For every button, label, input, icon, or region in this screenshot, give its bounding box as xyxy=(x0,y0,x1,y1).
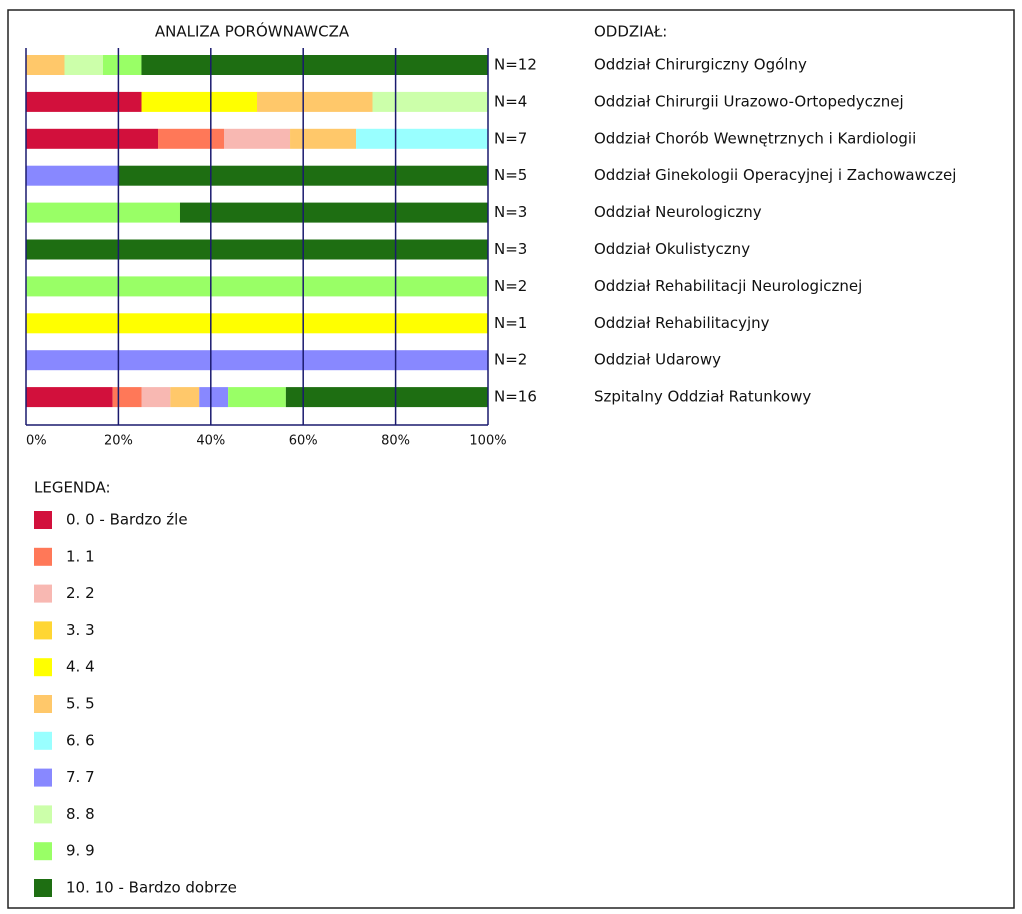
bar-segment xyxy=(141,91,257,112)
legend-swatch xyxy=(34,842,52,861)
legend-label: 9. 9 xyxy=(66,842,95,860)
bar-segment xyxy=(170,387,200,408)
chart-title: ANALIZA PORÓWNAWCZA xyxy=(155,22,350,41)
bar-segment xyxy=(228,387,286,408)
category-label: Oddział Chorób Wewnętrznych i Kardiologi… xyxy=(594,129,916,147)
category-label: Oddział Rehabilitacji Neurologicznej xyxy=(594,277,862,295)
x-tick-label: 100% xyxy=(469,434,506,449)
bar-segment xyxy=(26,91,142,112)
legend-swatch xyxy=(34,547,52,566)
bar-segment xyxy=(26,313,488,334)
legend-label: 3. 3 xyxy=(66,621,95,639)
bar-segment xyxy=(356,128,489,149)
bar-segment xyxy=(26,165,119,186)
legend-swatch xyxy=(34,621,52,640)
n-label: N=3 xyxy=(494,203,527,221)
legend-swatch xyxy=(34,658,52,677)
bar-segment xyxy=(224,128,291,149)
legend-label: 5. 5 xyxy=(66,695,95,713)
bar-segment xyxy=(179,202,488,223)
x-tick-label: 20% xyxy=(104,434,133,449)
category-label: Oddział Neurologiczny xyxy=(594,203,762,221)
category-label: Oddział Rehabilitacyjny xyxy=(594,314,770,332)
legend-label: 1. 1 xyxy=(66,547,95,565)
x-tick-label: 60% xyxy=(289,434,318,449)
bar-segment xyxy=(290,128,357,149)
bar-segment xyxy=(102,55,142,75)
bar-segment xyxy=(141,55,488,75)
legend-swatch xyxy=(34,584,52,603)
category-label: Szpitalny Oddział Ratunkowy xyxy=(594,388,811,406)
legend-label: 6. 6 xyxy=(66,731,95,749)
n-label: N=16 xyxy=(494,388,537,406)
n-label: N=3 xyxy=(494,240,527,258)
category-label: Oddział Chirurgii Urazowo-Ortopedycznej xyxy=(594,92,904,110)
legend-swatch xyxy=(34,768,52,787)
legend-label: 0. 0 - Bardzo źle xyxy=(66,511,188,529)
n-label: N=4 xyxy=(494,92,527,110)
bar-segment xyxy=(26,202,180,223)
bar-segment xyxy=(285,387,488,408)
n-label: N=5 xyxy=(494,166,527,184)
legend-swatch xyxy=(34,695,52,713)
bar-segment xyxy=(26,55,65,75)
category-label: Oddział Okulistyczny xyxy=(594,240,750,258)
bar-segment xyxy=(141,387,171,408)
bar-segment xyxy=(26,350,488,371)
bar-segment xyxy=(112,387,142,408)
x-tick-label: 0% xyxy=(26,434,47,449)
legend-label: 7. 7 xyxy=(66,768,95,786)
legend-swatch xyxy=(34,805,52,824)
n-label: N=2 xyxy=(494,277,527,295)
legend-swatch xyxy=(34,511,52,529)
x-tick-label: 80% xyxy=(381,434,410,449)
legend-swatch xyxy=(34,879,52,897)
legend-label: 10. 10 - Bardzo dobrze xyxy=(66,879,237,897)
n-label: N=2 xyxy=(494,351,527,369)
legend-label: 4. 4 xyxy=(66,658,95,676)
category-label: Oddział Chirurgiczny Ogólny xyxy=(594,56,807,74)
n-label: N=1 xyxy=(494,314,527,332)
legend-swatch xyxy=(34,731,52,750)
frame xyxy=(7,9,1015,909)
x-tick-label: 40% xyxy=(196,434,225,449)
bar-segment xyxy=(372,91,488,112)
category-label: Oddział Udarowy xyxy=(594,351,721,369)
bar-segment xyxy=(64,55,103,75)
category-label: Oddział Ginekologii Operacyjnej i Zachow… xyxy=(594,166,956,184)
n-label: N=12 xyxy=(494,56,537,74)
legend-label: 8. 8 xyxy=(66,805,95,823)
n-label: N=7 xyxy=(494,129,527,147)
category-header: ODDZIAŁ: xyxy=(594,23,667,41)
bar-segment xyxy=(257,91,373,112)
bar-segment xyxy=(26,239,488,260)
bar-segment xyxy=(26,128,158,149)
legend-label: 2. 2 xyxy=(66,584,95,602)
legend-title: LEGENDA: xyxy=(34,479,111,497)
bar-segment xyxy=(26,276,488,297)
bar-segment xyxy=(26,387,113,408)
bar-segment xyxy=(157,128,225,149)
bar-segment xyxy=(199,387,229,408)
